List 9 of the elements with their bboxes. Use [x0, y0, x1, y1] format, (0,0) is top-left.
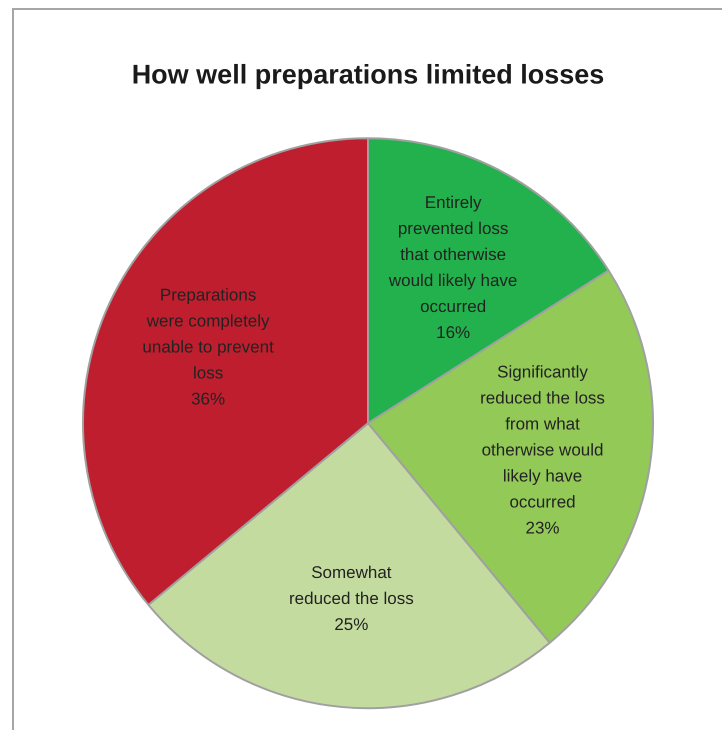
slice-label: Preparations were completely unable to prevent loss [142, 286, 274, 383]
data-label: 25% [334, 614, 368, 634]
data-label: 23% [526, 518, 560, 538]
data-label: 36% [191, 390, 226, 409]
chart-title: How well preparations limited losses [132, 60, 604, 90]
data-label: 16% [436, 323, 470, 342]
slice-label: Significantly reduced the loss from what otherwise would likely have occurred [480, 362, 605, 512]
slice-label: Entirely prevented loss that otherwise would likely have occurred [388, 193, 518, 316]
slice-label: Somewhat reduced the loss [288, 562, 414, 608]
